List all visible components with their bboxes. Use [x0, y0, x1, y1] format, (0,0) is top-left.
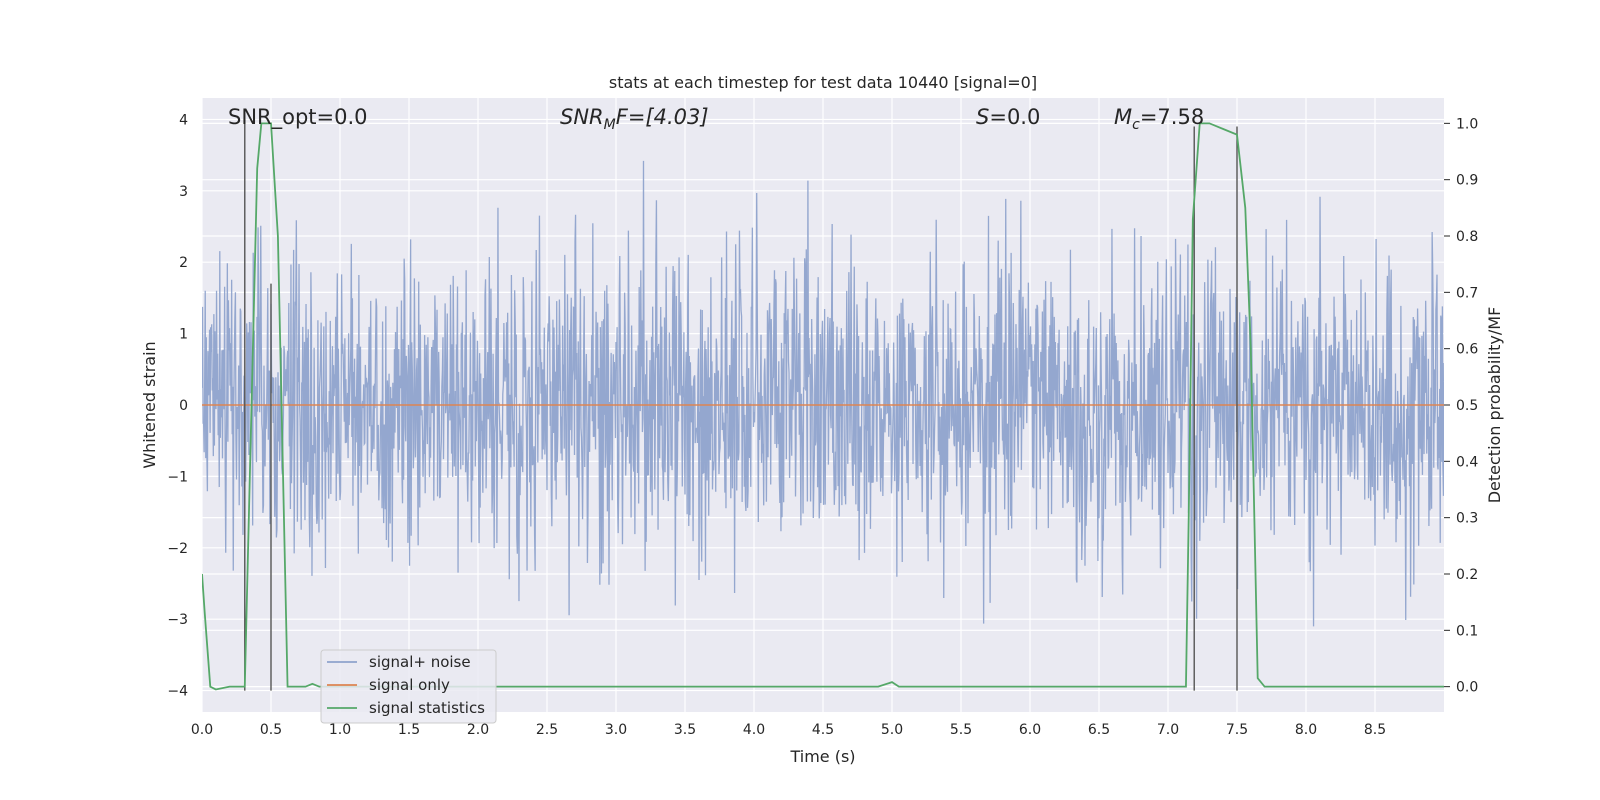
- y-tick-label: −3: [167, 612, 188, 628]
- x-tick-label: 8.5: [1364, 722, 1386, 738]
- annotation-mc-rest: =7.58: [1140, 105, 1204, 129]
- annotation-mc: Mc=7.58: [1114, 105, 1204, 133]
- x-tick-label: 3.5: [674, 722, 696, 738]
- legend-label-noise: signal+ noise: [369, 653, 471, 671]
- annotation-snr-opt: SNR_opt=0.0: [228, 105, 368, 130]
- y2-axis-label: Detection probability/MF: [1485, 307, 1504, 504]
- y-tick-label: 4: [179, 112, 188, 128]
- legend: signal+ noise signal only signal statist…: [320, 649, 497, 724]
- annotation-s: S=0.0: [976, 105, 1040, 129]
- legend-label-statistics: signal statistics: [369, 699, 485, 717]
- y2-tick-label: 1.0: [1456, 116, 1478, 132]
- y2-tick-label: 0.3: [1456, 511, 1478, 527]
- y-tick-label: 0: [179, 398, 188, 414]
- x-tick-label: 4.5: [812, 722, 834, 738]
- x-tick-label: 5.5: [950, 722, 972, 738]
- y-axis-label: Whitened strain: [140, 341, 159, 468]
- x-tick-label: 1.0: [329, 722, 351, 738]
- y2-tick-label: 0.9: [1456, 173, 1478, 189]
- x-tick-label: 1.5: [398, 722, 420, 738]
- x-tick-label: 5.0: [881, 722, 903, 738]
- annotation-snr-mf-rest: F=[4.03]: [616, 105, 709, 129]
- x-tick-label: 3.0: [605, 722, 627, 738]
- x-tick-label: 2.5: [536, 722, 558, 738]
- y2-tick-label: 0.6: [1456, 342, 1478, 358]
- x-tick-label: 7.5: [1226, 722, 1248, 738]
- y-axis-ticks: −4 −3 −2 −1 0 1 2 3 4: [167, 112, 188, 699]
- annotation-s-name: S: [976, 105, 989, 129]
- y-tick-label: −1: [167, 469, 188, 485]
- annotation-mc-name: M: [1114, 105, 1132, 129]
- x-tick-label: 4.0: [743, 722, 765, 738]
- x-tick-label: 0.5: [260, 722, 282, 738]
- annotation-snr-mf-name: SNR: [560, 105, 604, 129]
- chart-title: stats at each timestep for test data 104…: [609, 73, 1037, 92]
- y-tick-label: 1: [179, 327, 188, 343]
- y2-tick-label: 0.0: [1456, 680, 1478, 696]
- x-tick-label: 7.0: [1157, 722, 1179, 738]
- y-tick-label: 2: [179, 255, 188, 271]
- x-tick-label: 6.0: [1019, 722, 1041, 738]
- legend-box: [320, 649, 497, 724]
- x-tick-label: 2.0: [467, 722, 489, 738]
- y-tick-label: −4: [167, 684, 188, 700]
- annotation-snr-mf-sub: M: [604, 117, 616, 133]
- y2-axis-ticks: 0.0 0.1 0.2 0.3 0.4 0.5 0.6 0.7 0.8 0.9 1.0: [1444, 116, 1478, 696]
- y2-tick-label: 0.2: [1456, 567, 1478, 583]
- y2-tick-label: 0.5: [1456, 398, 1478, 414]
- x-tick-label: 6.5: [1088, 722, 1110, 738]
- legend-label-signal: signal only: [369, 676, 450, 694]
- x-axis-ticks: 0.0 0.5 1.0 1.5 2.0 2.5 3.0 3.5 4.0 4.5 5.0 5.5 6.0 6…: [191, 722, 1386, 738]
- x-tick-label: 8.0: [1295, 722, 1317, 738]
- x-axis-label: Time (s): [789, 747, 855, 766]
- y2-tick-label: 0.1: [1456, 623, 1478, 639]
- y2-tick-label: 0.7: [1456, 285, 1478, 301]
- annotation-snr-mf: SNRMF=[4.03]: [560, 105, 709, 133]
- x-tick-label: 0.0: [191, 722, 213, 738]
- y2-tick-label: 0.8: [1456, 229, 1478, 245]
- annotation-s-rest: =0.0: [989, 105, 1040, 129]
- y-tick-label: −2: [167, 541, 188, 557]
- y2-tick-label: 0.4: [1456, 454, 1478, 470]
- y-tick-label: 3: [179, 184, 188, 200]
- annotation-mc-sub: c: [1132, 117, 1140, 133]
